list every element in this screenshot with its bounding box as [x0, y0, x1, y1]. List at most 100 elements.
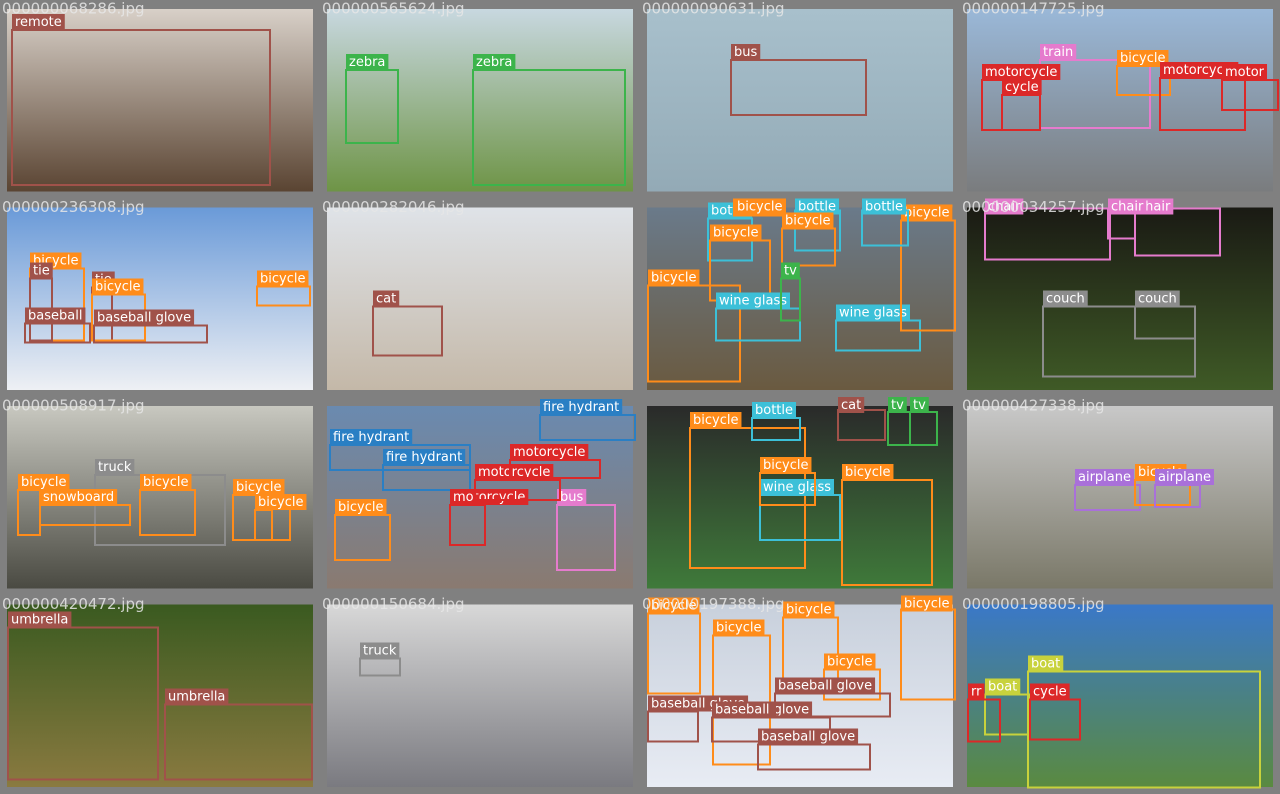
detection-box: [164, 703, 313, 781]
label-background: [910, 397, 929, 413]
label-background: [836, 304, 910, 321]
label-background: [95, 459, 135, 475]
detection-label: motorcycle: [478, 465, 550, 480]
label-background: [557, 489, 587, 505]
detection-label: truck: [363, 644, 397, 659]
detection-label: bicycle: [693, 413, 738, 428]
detection-label: motorcycle: [985, 65, 1057, 80]
detection-label: baseball glove: [97, 311, 191, 326]
detection-label: baseball glove: [778, 679, 872, 694]
detection-box: [1042, 305, 1196, 378]
tile: bicycletietiebicyclebaseballbaseball glo…: [2, 198, 313, 390]
label-background: [838, 397, 865, 413]
tile: cat 000000282046.jpg: [322, 198, 633, 390]
detection-label: fire hydrant: [333, 430, 409, 445]
label-background: [888, 397, 907, 413]
photo: [7, 604, 313, 787]
label-background: [862, 198, 907, 215]
detection-label: bicycle: [338, 500, 383, 515]
detection-label: motorcycle: [453, 490, 525, 505]
label-background: [712, 701, 813, 718]
detection-box: [11, 29, 271, 186]
label-background: [255, 494, 307, 510]
detection-label: airplane: [1158, 470, 1211, 485]
label-background: [346, 54, 389, 70]
detection-label: truck: [98, 460, 132, 475]
label-background: [1108, 198, 1147, 215]
label-background: [473, 54, 516, 70]
detection-label: bicycle: [143, 475, 188, 490]
detection-label: chair: [988, 200, 1021, 215]
detection-label: tv: [784, 264, 797, 279]
label-background: [775, 677, 876, 694]
label-background: [1040, 44, 1077, 60]
label-background: [901, 204, 953, 221]
label-background: [985, 198, 1024, 215]
file-name: 000000565624.jpg: [322, 0, 465, 18]
file-name: 000000427338.jpg: [962, 397, 1105, 415]
detection-box: [730, 59, 867, 116]
detection-label: cycle: [1005, 80, 1039, 95]
detection-label: fire hydrant: [386, 450, 462, 465]
label-background: [1155, 469, 1214, 485]
label-background: [1002, 79, 1042, 95]
file-name: 000000282046.jpg: [322, 198, 465, 216]
photo: [967, 604, 1273, 787]
label-background: [734, 198, 786, 215]
file-name: 000000508917.jpg: [2, 397, 145, 415]
photo: [967, 207, 1273, 390]
label-background: [257, 270, 309, 287]
tile: bicycle bicycle wine glass bottle cat tv tv bic…: [647, 397, 953, 589]
label-background: [985, 678, 1021, 695]
detection-label: cat: [376, 292, 396, 307]
tile: zebra zebra 000000565624.jpg: [322, 0, 633, 192]
detection-label: bicycle: [737, 200, 782, 215]
detection-label: chair: [1111, 200, 1144, 215]
label-background: [716, 292, 790, 309]
detection-label: tie: [33, 264, 50, 279]
tile: airplanebicycleairplane000000427338.jpg: [962, 397, 1273, 589]
detection-label: bicycle: [260, 272, 305, 287]
detection-label: bicycle: [651, 599, 696, 614]
detection-box: [984, 207, 1111, 261]
label-background: [330, 429, 413, 445]
detection-label: motorcycle: [513, 445, 585, 460]
label-background: [1075, 469, 1134, 485]
label-background: [783, 601, 835, 618]
tile: fire hydrant fire hydrant motorcycle bicycl…: [327, 399, 636, 589]
detection-label: cat: [841, 398, 861, 413]
detection-label: motorcycle: [1163, 63, 1235, 78]
label-background: [335, 499, 387, 515]
label-background: [752, 402, 797, 418]
label-background: [758, 728, 859, 745]
detection-label: bicycle: [651, 271, 696, 286]
label-background: [842, 464, 894, 480]
label-background: [982, 64, 1061, 80]
label-background: [1028, 655, 1064, 672]
photo: [327, 9, 633, 192]
label-background: [710, 224, 762, 241]
tile: bicycle bicycle bicycle bicycle bicycle baseb…: [642, 595, 956, 787]
detection-label: boat: [1031, 657, 1060, 672]
file-name: 000000236308.jpg: [2, 198, 145, 216]
label-background: [1117, 50, 1169, 66]
detection-label: wine glass: [839, 306, 907, 321]
detection-box: [472, 69, 626, 186]
photo: [7, 9, 313, 192]
detection-label: fire hydrant: [543, 400, 619, 415]
label-background: [824, 653, 876, 670]
detection-label: bottle: [755, 403, 793, 418]
detection-box: [372, 305, 443, 357]
tile: trainmotorcyclecyclebicyclemotorcyclemot…: [962, 0, 1279, 192]
detection-label: bicycle: [21, 475, 66, 490]
detection-label: bicycle: [827, 655, 872, 670]
detection-label: rr: [971, 685, 982, 700]
label-background: [18, 474, 70, 490]
photo: [967, 9, 1273, 192]
detection-label: couch: [1138, 292, 1177, 307]
